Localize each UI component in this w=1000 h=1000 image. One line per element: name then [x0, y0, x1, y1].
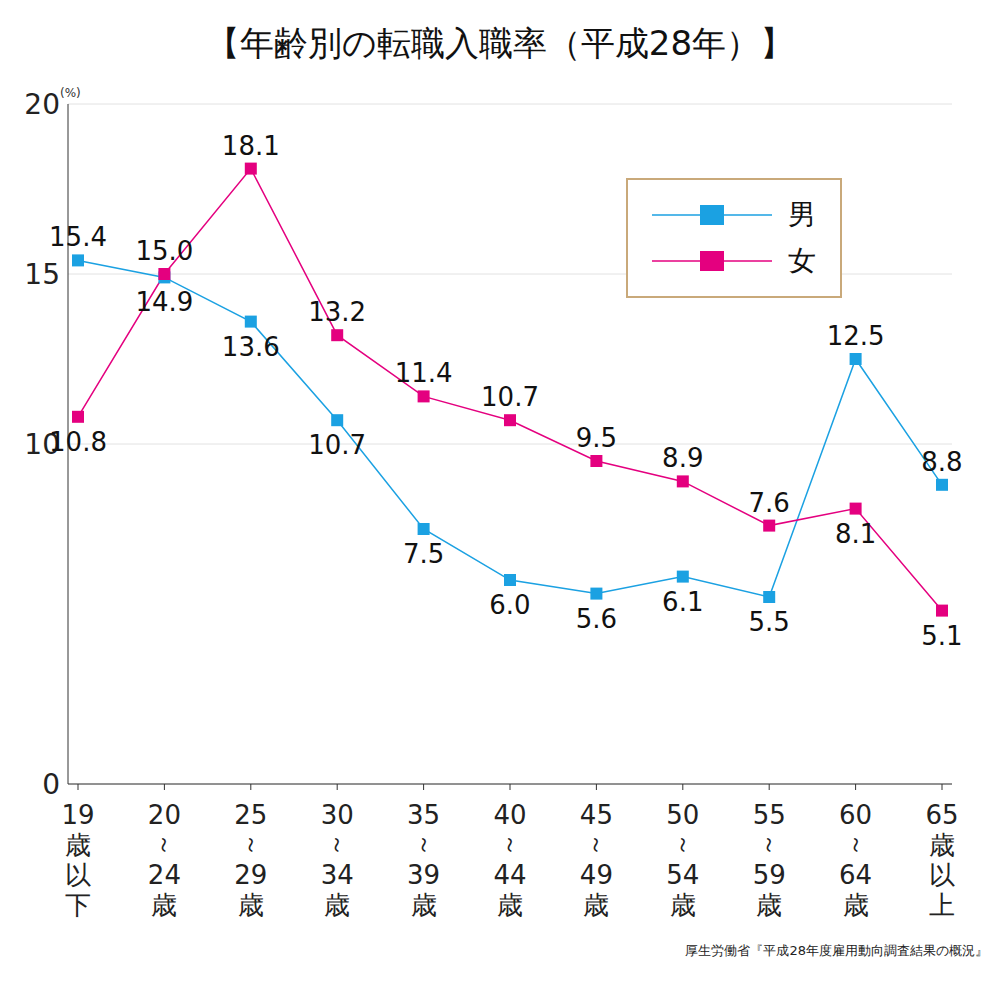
svg-text:9.5: 9.5: [576, 423, 617, 453]
svg-text:40: 40: [493, 800, 526, 830]
svg-text:5.5: 5.5: [749, 607, 790, 637]
svg-text:8.1: 8.1: [835, 519, 876, 549]
svg-text:11.4: 11.4: [395, 358, 453, 388]
svg-text:7.5: 7.5: [403, 539, 444, 569]
svg-text:歳: 歳: [583, 890, 609, 920]
svg-text:歳: 歳: [411, 890, 437, 920]
svg-text:～: ～: [843, 833, 871, 857]
svg-text:6.0: 6.0: [489, 590, 530, 620]
svg-text:10: 10: [24, 427, 60, 461]
svg-text:7.6: 7.6: [749, 488, 790, 518]
svg-text:～: ～: [756, 833, 784, 857]
svg-text:55: 55: [753, 800, 786, 830]
svg-text:59: 59: [753, 860, 786, 890]
svg-text:49: 49: [580, 860, 613, 890]
svg-text:～: ～: [670, 833, 698, 857]
svg-text:19: 19: [61, 800, 94, 830]
svg-text:以: 以: [65, 860, 91, 890]
svg-text:～: ～: [583, 833, 611, 857]
svg-text:45: 45: [580, 800, 613, 830]
svg-text:10.7: 10.7: [481, 382, 539, 412]
svg-text:24: 24: [148, 860, 181, 890]
svg-text:39: 39: [407, 860, 440, 890]
html-text:男: 男: [788, 198, 816, 231]
svg-text:15: 15: [24, 258, 60, 291]
svg-text:5.1: 5.1: [921, 621, 962, 651]
svg-text:10.7: 10.7: [308, 430, 366, 460]
html-text:女: 女: [788, 244, 816, 277]
html-text:厚生労働省『平成28年度雇用動向調査結果の概況』: 厚生労働省『平成28年度雇用動向調査結果の概況』: [685, 943, 988, 958]
svg-text:～: ～: [151, 833, 179, 857]
svg-text:～: ～: [411, 833, 439, 857]
svg-text:歳: 歳: [670, 890, 696, 920]
svg-text:歳: 歳: [497, 890, 523, 920]
svg-text:30: 30: [321, 800, 354, 830]
svg-text:歳: 歳: [238, 890, 264, 920]
svg-text:歳: 歳: [65, 830, 91, 860]
svg-text:65: 65: [925, 800, 958, 830]
svg-text:14.9: 14.9: [135, 287, 193, 317]
svg-text:～: ～: [497, 833, 525, 857]
svg-text:以: 以: [929, 860, 955, 890]
svg-text:15.0: 15.0: [135, 236, 193, 266]
svg-text:44: 44: [493, 860, 526, 890]
svg-text:6.1: 6.1: [662, 587, 703, 617]
svg-text:25: 25: [234, 800, 267, 830]
svg-text:54: 54: [666, 860, 699, 890]
svg-text:60: 60: [839, 800, 872, 830]
svg-text:12.5: 12.5: [827, 321, 885, 351]
svg-text:～: ～: [238, 833, 266, 857]
svg-text:64: 64: [839, 860, 872, 890]
svg-text:歳: 歳: [756, 890, 782, 920]
svg-text:10.8: 10.8: [49, 427, 107, 457]
svg-text:18.1: 18.1: [222, 131, 280, 161]
svg-text:8.9: 8.9: [662, 443, 703, 473]
svg-text:上: 上: [929, 890, 955, 920]
svg-text:歳: 歳: [324, 890, 350, 920]
svg-text:歳: 歳: [151, 890, 177, 920]
svg-text:20: 20: [24, 88, 60, 121]
svg-text:下: 下: [65, 890, 91, 920]
html-text:【年齢別の転職入職率（平成28年）】: 【年齢別の転職入職率（平成28年）】: [205, 23, 795, 63]
svg-text:13.6: 13.6: [222, 332, 280, 362]
svg-text:5.6: 5.6: [576, 604, 617, 634]
svg-text:15.4: 15.4: [49, 222, 107, 252]
svg-text:0: 0: [42, 768, 60, 801]
svg-text:歳: 歳: [929, 830, 955, 860]
svg-text:8.8: 8.8: [921, 447, 962, 477]
svg-text:～: ～: [324, 833, 352, 857]
svg-text:50: 50: [666, 800, 699, 830]
svg-text:13.2: 13.2: [308, 297, 366, 327]
svg-text:29: 29: [234, 860, 267, 890]
svg-text:35: 35: [407, 800, 440, 830]
svg-text:歳: 歳: [843, 890, 869, 920]
svg-text:20: 20: [148, 800, 181, 830]
svg-text:34: 34: [321, 860, 354, 890]
